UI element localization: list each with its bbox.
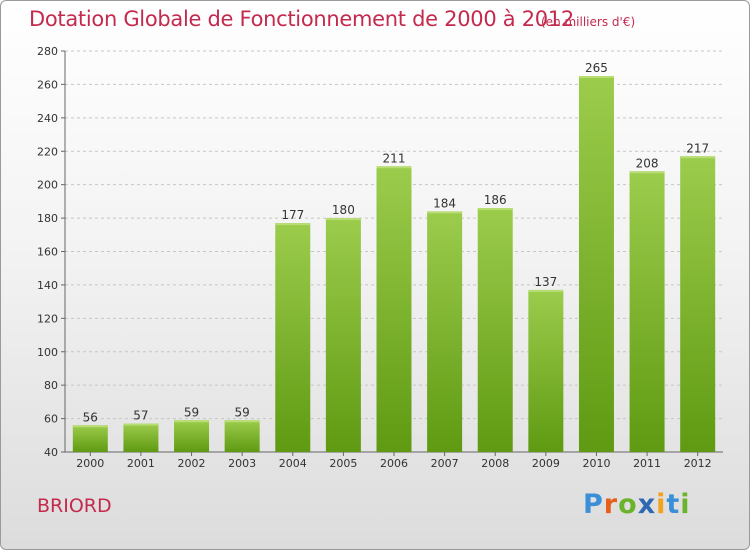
commune-name: BRIORD [37, 495, 112, 517]
y-tick-label: 280 [37, 45, 58, 58]
bar [224, 420, 260, 452]
bar-top-highlight [174, 420, 210, 423]
x-tick-label: 2012 [684, 457, 712, 470]
y-tick-label: 100 [37, 346, 58, 359]
x-tick-label: 2008 [481, 457, 509, 470]
bar-top-highlight [680, 156, 716, 159]
bar-top-highlight [325, 218, 361, 221]
x-tick-label: 2011 [633, 457, 661, 470]
chart-title: Dotation Globale de Fonctionnement de 20… [29, 7, 574, 31]
y-tick-label: 140 [37, 279, 58, 292]
proxiti-logo: Proxiti [583, 489, 691, 520]
x-tick-label: 2003 [228, 457, 256, 470]
logo-letter: t [666, 489, 681, 520]
y-tick-label: 180 [37, 212, 58, 225]
bar [174, 420, 210, 452]
x-tick-label: 2004 [279, 457, 307, 470]
x-tick-label: 2010 [582, 457, 610, 470]
bar-top-highlight [578, 76, 614, 79]
data-label: 59 [235, 405, 250, 419]
bar [376, 166, 412, 452]
x-tick-label: 2002 [178, 457, 206, 470]
y-tick-label: 40 [44, 446, 58, 459]
data-label: 180 [332, 203, 355, 217]
bar-top-highlight [275, 223, 311, 226]
logo-letter: o [618, 489, 638, 520]
logo-letter: r [603, 489, 619, 520]
data-label: 137 [534, 275, 557, 289]
data-label: 186 [484, 193, 507, 207]
logo-letter: i [656, 489, 667, 520]
data-label: 57 [133, 409, 148, 423]
x-tick-label: 2000 [76, 457, 104, 470]
bar-top-highlight [528, 289, 564, 292]
bar-top-highlight [123, 423, 159, 426]
bar-top-highlight [376, 166, 412, 169]
data-label: 211 [383, 151, 406, 165]
y-tick-label: 60 [44, 413, 58, 426]
y-tick-label: 260 [37, 78, 58, 91]
bar [427, 211, 463, 452]
bar [629, 171, 665, 453]
bar [680, 156, 716, 452]
logo-letter: i [680, 489, 691, 520]
x-tick-label: 2005 [329, 457, 357, 470]
data-label: 217 [686, 141, 709, 155]
data-label: 59 [184, 405, 199, 419]
bar-top-highlight [72, 425, 108, 428]
data-label: 177 [281, 208, 304, 222]
chart-title-text: Dotation Globale de Fonctionnement de 20… [29, 7, 574, 31]
bar-top-highlight [629, 171, 665, 174]
bar [325, 218, 361, 452]
data-label: 265 [585, 61, 608, 75]
y-tick-label: 240 [37, 112, 58, 125]
y-tick-label: 80 [44, 379, 58, 392]
data-label: 56 [83, 410, 98, 424]
bar-top-highlight [224, 420, 260, 423]
bar [528, 289, 564, 452]
bar [72, 425, 108, 452]
y-tick-label: 160 [37, 246, 58, 259]
bar-top-highlight [477, 208, 513, 211]
bar [578, 76, 614, 452]
x-tick-label: 2001 [127, 457, 155, 470]
data-label: 208 [636, 156, 659, 170]
bar [275, 223, 311, 452]
bar [477, 208, 513, 452]
data-label: 184 [433, 196, 456, 210]
x-tick-label: 2009 [532, 457, 560, 470]
bar-top-highlight [427, 211, 463, 214]
y-tick-label: 120 [37, 312, 58, 325]
logo-letter: x [637, 489, 657, 520]
y-tick-label: 220 [37, 145, 58, 158]
x-tick-label: 2007 [431, 457, 459, 470]
x-tick-label: 2006 [380, 457, 408, 470]
chart-unit: (en milliers d'€) [541, 15, 636, 29]
logo-letter: P [583, 489, 604, 520]
bar [123, 423, 159, 452]
y-tick-label: 200 [37, 179, 58, 192]
